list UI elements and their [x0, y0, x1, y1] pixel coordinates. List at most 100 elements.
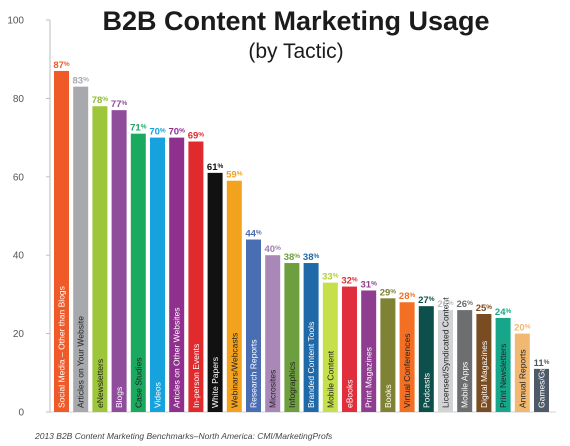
bar: [111, 110, 127, 412]
bar-category-label: Videos: [153, 382, 163, 408]
bar-category-label: White Papers: [210, 357, 220, 408]
bar-group: Annual Reports: [514, 333, 530, 412]
y-tick-label: 0: [18, 408, 24, 419]
bar-category-label: Annual Reports: [517, 349, 527, 408]
bar-value-label: 26%: [437, 299, 454, 310]
bar: [361, 290, 377, 412]
y-axis: 0 20 40 60 80 100: [7, 16, 556, 419]
bar-category-label: Virtual Conferences: [402, 334, 412, 409]
bar-category-label: Research Reports: [249, 339, 259, 408]
bar-value-label: 40%: [265, 244, 282, 255]
bar-group: Videos: [150, 137, 165, 412]
bar-value-label: 27%: [418, 295, 435, 306]
bar: [495, 317, 511, 412]
bar: [457, 310, 473, 412]
bar-category-label: Books: [383, 384, 393, 408]
bar-group: Podcasts: [418, 306, 434, 412]
bar-group: Articles on Your Website: [73, 86, 89, 412]
bar-category-label: Branded Content Tools: [306, 322, 316, 408]
bar-category-label: Print Newsletters: [498, 344, 508, 408]
bar-group: eBooks: [342, 286, 357, 412]
bar-category-label: Podcasts: [421, 373, 431, 408]
bars-group: Social Media – Other than Blogs Articles …: [54, 70, 549, 413]
bar-value-label: 38%: [303, 252, 320, 263]
bar-value-label: 31%: [361, 279, 378, 290]
bar-value-label: 70%: [169, 127, 186, 138]
bar: [130, 133, 146, 412]
source-note: 2013 B2B Content Marketing Benchmarks–No…: [34, 431, 333, 441]
bar-category-label: Games/Gamification: [537, 331, 547, 408]
bar-value-label: 38%: [284, 252, 301, 263]
bar: [534, 368, 549, 412]
y-tick-label: 40: [13, 251, 25, 262]
bar-category-label: Mobile Content: [325, 350, 335, 408]
bar-value-label: 29%: [380, 287, 397, 298]
bar-category-label: Social Media – Other than Blogs: [57, 286, 67, 408]
bar-value-label: 33%: [322, 272, 339, 283]
bar: [188, 141, 204, 412]
bar-group: Digital Magazines: [476, 314, 492, 412]
bar-group: Articles on Other Websites: [169, 137, 185, 412]
bar: [169, 137, 185, 412]
bar-group: Blogs: [111, 110, 127, 412]
bar-group: Print Newsletters: [495, 317, 511, 412]
bar: [380, 298, 396, 412]
bar-group: White Papers: [207, 172, 223, 412]
bar-group: Licensed/Syndicated Content: [438, 297, 453, 412]
bar-value-label: 61%: [207, 162, 224, 173]
bar-value-label: 83%: [73, 76, 90, 87]
bar-group: Infographics: [284, 263, 300, 412]
bar: [92, 106, 108, 413]
bar-category-label: eBooks: [345, 380, 355, 408]
bar: [226, 180, 242, 412]
bar: [303, 263, 319, 412]
bar-group: Games/Gamification: [534, 331, 549, 412]
bar-group: Mobile Apps: [457, 310, 473, 412]
bar-value-label: 26%: [457, 299, 474, 310]
bar-value-label: 24%: [495, 307, 512, 318]
bar: [246, 239, 261, 412]
bar-category-label: Infographics: [287, 362, 297, 408]
bar-group: Case Studies: [130, 133, 146, 412]
chart-title: B2B Content Marketing Usage: [102, 6, 489, 36]
bar: [54, 70, 69, 413]
bar-category-label: Print Magazines: [364, 347, 374, 408]
chart-subtitle: (by Tactic): [248, 40, 343, 63]
bar-category-label: In-person Events: [191, 344, 201, 408]
bar: [284, 263, 300, 412]
bar-group: Virtual Conferences: [399, 302, 415, 412]
bar-group: Research Reports: [246, 239, 261, 412]
bar-group: Social Media – Other than Blogs: [54, 70, 69, 413]
bar-category-label: Licensed/Syndicated Content: [441, 297, 451, 408]
bar-value-label: 87%: [53, 60, 70, 71]
bar-value-label: 78%: [92, 95, 109, 106]
bar-category-label: Webinars/Webcasts: [229, 333, 239, 408]
bar-category-label: Microsites: [268, 370, 278, 408]
bar-value-label: 20%: [514, 323, 531, 334]
bar-category-label: Digital Magazines: [479, 341, 489, 408]
bar-value-label: 70%: [149, 127, 166, 138]
bar-category-label: Articles on Other Websites: [172, 308, 182, 408]
bar-group: Print Magazines: [361, 290, 377, 412]
bar-group: In-person Events: [188, 141, 204, 412]
bar-group: Books: [380, 298, 396, 412]
bar-group: eNewsletters: [92, 106, 108, 413]
bar: [514, 333, 530, 412]
y-tick-label: 100: [7, 16, 24, 27]
bar: [207, 172, 223, 412]
bar: [476, 314, 492, 412]
bar-category-label: Blogs: [114, 387, 124, 408]
bar-category-label: Articles on Your Website: [76, 316, 86, 408]
bar-value-label: 59%: [226, 170, 243, 181]
bar-value-label: 77%: [111, 99, 128, 110]
bar-group: Branded Content Tools: [303, 263, 319, 412]
bar-value-label: 69%: [188, 131, 205, 142]
bar-group: Webinars/Webcasts: [226, 180, 242, 412]
bar-group: Microsites: [265, 255, 281, 412]
bar-category-label: Case Studies: [133, 357, 143, 408]
bar-value-label: 32%: [341, 276, 358, 287]
bar: [438, 310, 453, 412]
bar: [150, 137, 165, 412]
